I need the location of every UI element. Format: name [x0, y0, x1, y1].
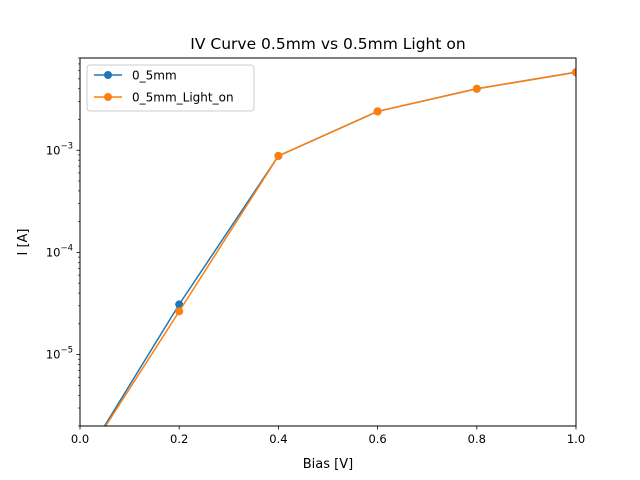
data-point	[472, 84, 481, 93]
legend-marker	[104, 93, 112, 101]
x-tick-label: 0.0	[71, 432, 89, 446]
data-point	[175, 307, 184, 316]
y-tick-label-exponent: −5	[60, 346, 73, 356]
plot-frame	[79, 57, 577, 427]
y-axis-label: I [A]	[16, 228, 31, 255]
x-tick-label: 0.4	[269, 432, 287, 446]
x-tick-label: 0.2	[170, 432, 188, 446]
y-axis-ticks: 10−510−410−3	[46, 57, 80, 427]
x-tick-label: 1.0	[567, 432, 585, 446]
chart-title: IV Curve 0.5mm vs 0.5mm Light on	[190, 35, 465, 53]
y-tick-label-exponent: −4	[60, 243, 73, 253]
y-tick-label-base: 10	[46, 143, 61, 157]
y-tick-label: 10−3	[46, 141, 73, 157]
legend-label: 0_5mm_Light_on	[132, 91, 234, 105]
y-tick-label: 10−5	[46, 346, 73, 362]
legend: 0_5mm 0_5mm_Light_on	[86, 64, 255, 112]
x-axis-ticks: 0.0 0.2 0.4 0.6 0.8 1.0	[71, 426, 585, 446]
series-line	[104, 71, 576, 426]
legend-label: 0_5mm	[132, 69, 177, 83]
data-point	[572, 68, 576, 77]
legend-box	[86, 64, 255, 112]
x-axis-label: Bias [V]	[303, 457, 353, 472]
x-tick-label: 0.6	[368, 432, 386, 446]
data-point	[274, 151, 283, 160]
y-tick-label: 10−4	[46, 243, 73, 259]
legend-marker	[104, 71, 112, 79]
y-tick-label-base: 10	[46, 245, 61, 259]
y-tick-label-exponent: −3	[60, 141, 73, 151]
x-tick-label: 0.8	[468, 432, 486, 446]
series-layer	[103, 68, 576, 426]
data-point	[373, 107, 382, 116]
y-tick-label-base: 10	[46, 348, 61, 362]
data-point	[175, 300, 184, 309]
